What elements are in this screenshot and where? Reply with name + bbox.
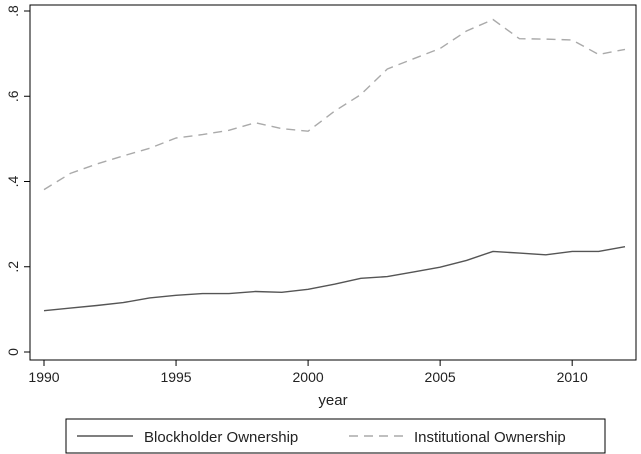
y-tick-label: .4	[5, 175, 21, 187]
x-tick-label: 2010	[557, 369, 588, 385]
legend: Blockholder Ownership Institutional Owne…	[65, 418, 606, 454]
legend-box	[65, 418, 606, 454]
y-tick-label: .8	[5, 5, 21, 17]
series-line-blockholder-ownership	[43, 246, 626, 312]
legend-label-institutional: Institutional Ownership	[414, 429, 566, 446]
x-tick-label: 1995	[160, 369, 191, 385]
x-axis: 1990 1995 2000 2005 2010	[28, 360, 588, 385]
y-axis: 0 .2 .4 .6 .8	[5, 5, 30, 356]
x-axis-title: year	[318, 392, 347, 409]
y-tick-label: .6	[5, 90, 21, 102]
plot-area: 0 .2 .4 .6 .8 1990 1995 2000 2005 2010	[5, 4, 637, 385]
series-line-institutional-ownership	[43, 18, 626, 191]
x-tick-label: 2000	[293, 369, 324, 385]
y-tick-label: 0	[5, 348, 21, 356]
series-layer	[43, 18, 626, 312]
x-tick-label: 1990	[28, 369, 59, 385]
x-tick-label: 2005	[425, 369, 456, 385]
y-tick-label: .2	[5, 261, 21, 273]
legend-label-blockholder: Blockholder Ownership	[144, 429, 298, 446]
plot-frame	[29, 4, 637, 361]
